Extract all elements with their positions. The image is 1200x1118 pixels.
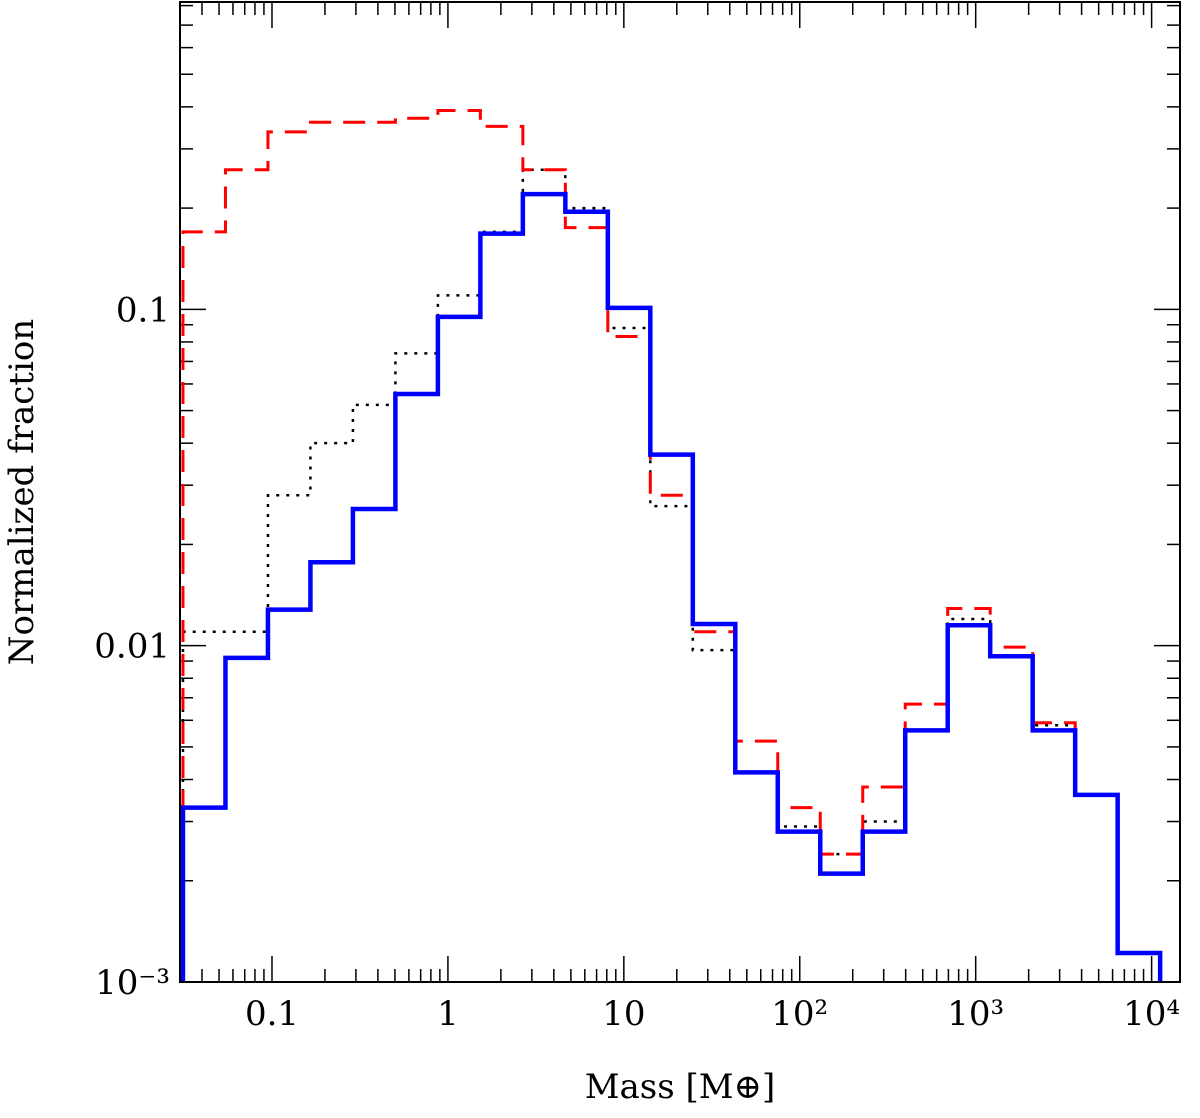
- tick-labels: 0.1 1 10 10² 10³ 10⁴ 0.1 0.01 10⁻³: [94, 290, 1180, 1034]
- series-group: [180, 109, 1163, 982]
- x-tick-label: 1: [437, 994, 459, 1034]
- x-tick-label: 10³: [947, 994, 1004, 1034]
- x-tick-label: 10²: [771, 994, 828, 1034]
- blue-solid-line: [180, 191, 1163, 982]
- y-tick-label: 0.01: [94, 627, 170, 667]
- red-dashed-line: [181, 109, 1162, 982]
- plot-frame: [179, 1, 1181, 983]
- x-tick-label: 10⁴: [1123, 994, 1180, 1034]
- x-tick-label: 10: [602, 994, 645, 1034]
- y-axis-label: Normalized fraction: [2, 319, 42, 665]
- x-axis-label: Mass [M⊕]: [585, 1067, 776, 1107]
- y-tick-label: 0.1: [116, 290, 170, 330]
- axis-ticks: [179, 2, 1180, 983]
- y-tick-label: 10⁻³: [95, 963, 170, 1003]
- black-dotted-line: [181, 168, 1162, 982]
- x-tick-label: 0.1: [245, 994, 299, 1034]
